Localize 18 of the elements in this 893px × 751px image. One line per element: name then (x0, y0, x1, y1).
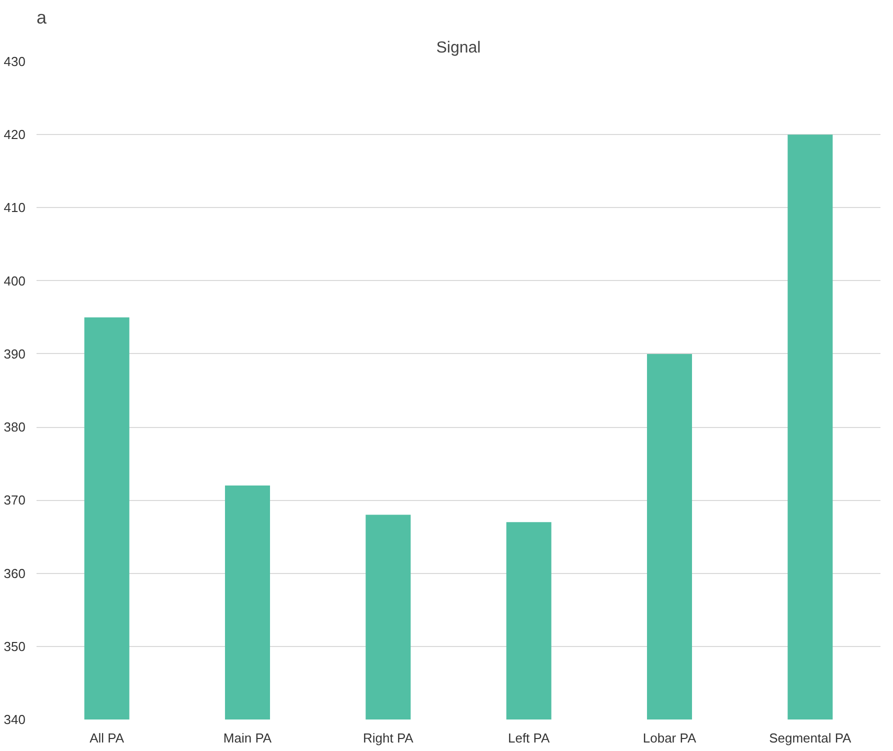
x-tick-label: Segmental PA (769, 730, 852, 746)
x-tick-label: All PA (90, 730, 124, 746)
x-tick-label: Right PA (363, 730, 414, 746)
y-tick-label: 370 (4, 492, 26, 508)
y-tick-label: 360 (4, 566, 26, 581)
y-tick-label: 410 (4, 200, 26, 216)
chart-title: Signal (436, 40, 481, 56)
y-tick-label: 390 (4, 346, 26, 362)
y-tick-label: 380 (4, 420, 26, 435)
text: a (36, 8, 48, 28)
y-tick-label: 340 (4, 712, 26, 727)
y-tick-label: 350 (4, 638, 26, 654)
x-tick-label: Lobar PA (642, 730, 696, 746)
y-tick-label: 420 (4, 127, 26, 142)
x-tick-label: Main PA (223, 730, 272, 746)
y-tick-label: 400 (4, 273, 26, 288)
x-tick-label: Left PA (508, 730, 550, 746)
y-tick-label: 430 (4, 54, 26, 69)
